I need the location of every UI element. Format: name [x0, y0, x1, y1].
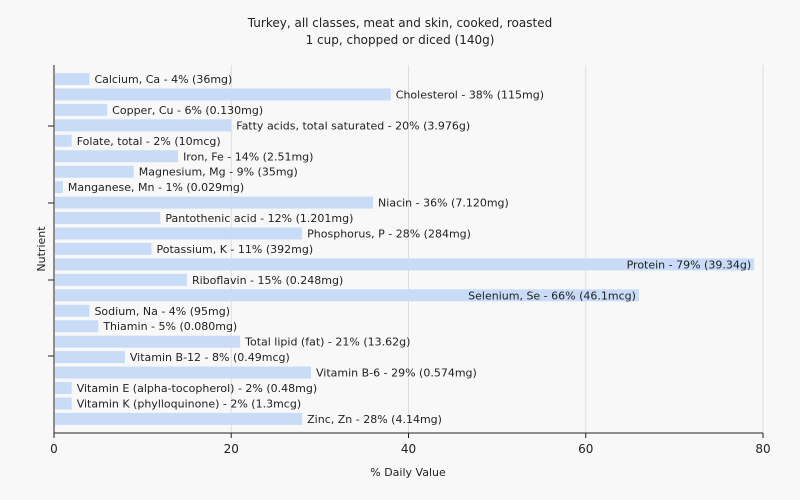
bar-label: Pantothenic acid - 12% (1.201mg) — [165, 212, 353, 225]
bar — [55, 382, 72, 394]
bar — [55, 150, 179, 163]
bar — [55, 212, 161, 225]
bar-label: Manganese, Mn - 1% (0.029mg) — [68, 181, 244, 194]
bar — [55, 227, 303, 240]
bar — [55, 119, 232, 132]
bar-label: Iron, Fe - 14% (2.51mg) — [183, 150, 313, 163]
bar-label: Selenium, Se - 66% (46.1mcg) — [468, 289, 636, 302]
bar-label: Calcium, Ca - 4% (36mg) — [94, 73, 232, 86]
bar — [55, 397, 72, 410]
bar-label: Zinc, Zn - 28% (4.14mg) — [307, 413, 442, 426]
chart-title: Turkey, all classes, meat and skin, cook… — [247, 16, 552, 30]
bar-label: Vitamin E (alpha-tocopherol) - 2% (0.48m… — [77, 382, 317, 395]
bar-label: Vitamin K (phylloquinone) - 2% (1.3mcg) — [77, 397, 301, 410]
bar — [55, 412, 303, 425]
bar-label: Folate, total - 2% (10mcg) — [77, 135, 221, 148]
bar-label: Copper, Cu - 6% (0.130mg) — [112, 104, 263, 117]
bar-label: Protein - 79% (39.34g) — [627, 258, 752, 271]
x-tick-label: 0 — [50, 442, 58, 456]
bar — [55, 273, 187, 286]
bar-label: Phosphorus, P - 28% (284mg) — [307, 228, 471, 241]
bar-label: Vitamin B-12 - 8% (0.49mcg) — [130, 351, 290, 364]
bar-label: Magnesium, Mg - 9% (35mg) — [139, 166, 298, 179]
bar-label: Fatty acids, total saturated - 20% (3.97… — [236, 119, 470, 132]
x-tick-label: 40 — [401, 442, 416, 456]
bar — [55, 242, 152, 255]
bar — [55, 335, 241, 348]
x-tick-label: 20 — [224, 442, 239, 456]
bar — [55, 304, 90, 317]
bar — [55, 88, 391, 101]
bar — [55, 196, 374, 209]
bar — [55, 134, 72, 147]
bar — [55, 320, 99, 333]
chart-subtitle: 1 cup, chopped or diced (140g) — [306, 33, 495, 47]
x-axis-title: % Daily Value — [370, 466, 446, 479]
bar-label: Potassium, K - 11% (392mg) — [156, 243, 313, 256]
bar — [55, 289, 639, 302]
bar — [55, 103, 108, 116]
bar — [55, 165, 134, 178]
bars — [55, 73, 755, 425]
x-tick-label: 60 — [578, 442, 593, 456]
bar-label: Riboflavin - 15% (0.248mg) — [192, 274, 343, 287]
bar-label: Niacin - 36% (7.120mg) — [378, 197, 509, 210]
bar — [55, 181, 63, 194]
bar-label: Vitamin B-6 - 29% (0.574mg) — [316, 367, 477, 380]
x-tick-label: 80 — [755, 442, 770, 456]
bar-label: Cholesterol - 38% (115mg) — [396, 88, 544, 101]
bar — [55, 366, 312, 379]
bar — [55, 73, 90, 85]
bar-label: Total lipid (fat) - 21% (13.62g) — [244, 336, 410, 349]
y-axis-ticks — [48, 125, 54, 357]
bar-labels: Calcium, Ca - 4% (36mg) Cholesterol - 38%… — [68, 73, 751, 426]
bar-label: Sodium, Na - 4% (95mg) — [94, 305, 230, 318]
bar-label: Thiamin - 5% (0.080mg) — [102, 320, 237, 333]
y-axis-title: Nutrient — [35, 226, 48, 272]
bar — [55, 258, 755, 271]
bar — [55, 351, 125, 364]
x-axis-ticks: 0 20 40 60 80 — [50, 433, 771, 456]
